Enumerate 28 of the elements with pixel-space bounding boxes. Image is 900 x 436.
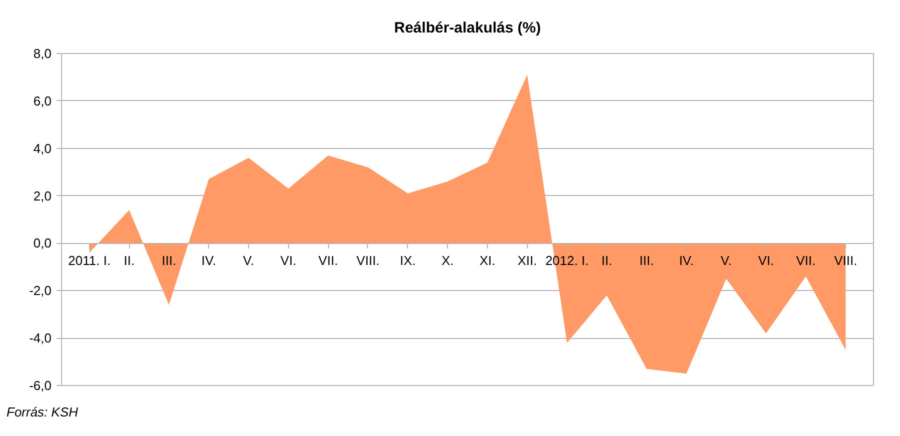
x-tick-label: II. xyxy=(124,253,135,268)
y-tick-label: 6,0 xyxy=(33,93,52,108)
x-tick-label: VI. xyxy=(758,253,774,268)
y-tick-label: 4,0 xyxy=(33,140,52,156)
x-tick-label: VII. xyxy=(318,253,338,268)
x-tick-label: XI. xyxy=(479,253,496,268)
x-tick-label: IX. xyxy=(400,253,416,268)
x-tick-label: V. xyxy=(243,253,254,268)
x-tick-label: IV. xyxy=(679,253,694,268)
text: Forrás: KSH xyxy=(6,404,79,420)
x-tick-label: III. xyxy=(162,253,176,268)
x-tick-label: IV. xyxy=(201,253,216,268)
x-tick-label: II. xyxy=(601,253,612,268)
y-tick-label: 0,0 xyxy=(33,236,52,251)
y-tick-label: -4,0 xyxy=(29,330,52,346)
x-tick-label: III. xyxy=(639,253,654,268)
chart-title: Reálbér-alakulás (%) xyxy=(394,20,541,36)
x-tick-label: VII. xyxy=(796,253,816,268)
x-tick-label: VI. xyxy=(280,253,296,268)
x-tick-label: XII. xyxy=(517,253,537,268)
y-tick-label: -6,0 xyxy=(29,378,52,393)
x-tick-label: V. xyxy=(720,253,732,268)
x-tick-label: X. xyxy=(441,253,454,268)
x-tick-label: VIII. xyxy=(356,253,380,268)
x-tick-label: 2011. I. xyxy=(68,253,111,268)
y-tick-label: 2,0 xyxy=(33,188,52,204)
y-tick-label: 8,0 xyxy=(33,46,52,61)
y-tick-label: -2,0 xyxy=(29,283,52,298)
